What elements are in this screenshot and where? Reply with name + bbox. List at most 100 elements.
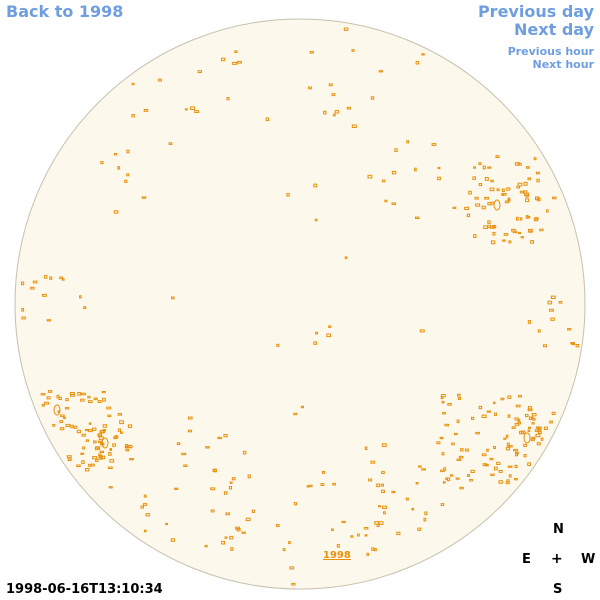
feature-speck	[527, 429, 531, 432]
feature-speck	[66, 455, 72, 459]
feature-speck	[496, 188, 500, 192]
feature-speck	[42, 293, 47, 297]
feature-speck	[351, 49, 355, 52]
feature-speck	[92, 456, 98, 460]
feature-speck	[291, 582, 296, 586]
feature-speck	[188, 416, 193, 420]
feature-speck	[487, 220, 491, 224]
feature-speck	[293, 412, 298, 416]
feature-speck	[112, 443, 116, 447]
feature-speck	[378, 70, 384, 73]
feature-speck	[459, 486, 464, 490]
feature-speck	[518, 394, 522, 398]
feature-speck	[457, 393, 461, 397]
feature-speck	[328, 83, 333, 87]
feature-speck	[513, 448, 518, 452]
feature-speck	[102, 397, 106, 402]
feature-speck	[536, 171, 540, 175]
feature-speck	[217, 436, 222, 440]
feature-speck	[523, 454, 527, 458]
feature-speck	[344, 256, 348, 260]
feature-speck	[464, 448, 469, 452]
feature-speck	[406, 140, 410, 144]
feature-speck	[187, 429, 193, 433]
feature-speck	[94, 446, 100, 451]
feature-speck	[547, 300, 553, 305]
feature-speck	[478, 162, 482, 165]
year-link[interactable]: 1998	[323, 550, 351, 561]
feature-speck	[502, 239, 506, 242]
feature-speck	[437, 176, 441, 181]
next-day-link[interactable]: Next day	[514, 20, 594, 39]
feature-speck	[229, 535, 234, 540]
feature-speck	[88, 400, 93, 404]
feature-speck	[481, 205, 486, 210]
feature-speck	[93, 397, 98, 401]
feature-speck	[194, 110, 200, 113]
feature-speck	[381, 489, 385, 494]
feature-speck	[341, 520, 346, 524]
feature-speck	[532, 418, 536, 421]
feature-speck	[95, 459, 99, 463]
feature-speck	[107, 414, 112, 418]
feature-speck	[478, 405, 483, 410]
previous-day-link[interactable]: Previous day	[477, 2, 594, 21]
feature-speck	[226, 97, 230, 101]
feature-speck	[47, 390, 53, 393]
feature-speck	[60, 414, 65, 418]
feature-speck	[391, 202, 397, 205]
feature-speck	[419, 329, 425, 333]
feature-speck	[506, 446, 511, 451]
feature-speck	[517, 231, 522, 235]
feature-speck	[531, 413, 537, 417]
feature-speck	[236, 528, 241, 532]
feature-speck	[300, 405, 304, 409]
feature-speck	[85, 439, 89, 442]
feature-speck	[525, 413, 529, 418]
feature-speck	[44, 401, 50, 405]
feature-speck	[49, 276, 53, 280]
feature-speck	[114, 435, 119, 439]
feature-speck	[458, 455, 464, 459]
feature-speck	[107, 466, 113, 470]
feature-speck	[85, 429, 89, 432]
feature-speck	[331, 93, 336, 97]
feature-speck	[525, 198, 530, 203]
feature-speck	[527, 408, 533, 412]
feature-speck	[519, 190, 525, 194]
feature-speck	[530, 438, 535, 442]
feature-speck	[69, 392, 75, 395]
feature-speck	[230, 547, 234, 551]
feature-speck	[415, 60, 420, 65]
feature-speck	[293, 502, 297, 506]
feature-speck	[30, 286, 35, 290]
feature-speck	[527, 462, 532, 466]
feature-speck	[93, 440, 97, 444]
feature-speck	[108, 486, 113, 489]
next-hour-link[interactable]: Next hour	[532, 58, 595, 71]
feature-speck	[315, 331, 319, 335]
feature-speck	[411, 507, 414, 511]
feature-speck	[63, 416, 66, 420]
feature-speck	[64, 407, 70, 410]
feature-speck	[228, 486, 232, 490]
feature-speck	[59, 427, 65, 431]
feature-speck	[374, 548, 377, 552]
feature-speck	[370, 96, 375, 100]
previous-hour-link[interactable]: Previous hour	[507, 45, 594, 58]
feature-speck	[141, 196, 147, 199]
feature-speck	[496, 461, 501, 465]
feature-speck	[508, 474, 512, 478]
feature-speck	[170, 538, 176, 542]
feature-speck	[494, 412, 497, 416]
feature-speck	[484, 177, 489, 181]
feature-speck	[168, 142, 173, 145]
feature-speck	[447, 477, 451, 482]
feature-speck	[40, 393, 46, 396]
back-to-year-link[interactable]: Back to 1998	[6, 2, 124, 21]
feature-speck	[224, 536, 228, 539]
feature-speck	[549, 308, 554, 312]
feature-speck	[455, 477, 460, 480]
feature-speck	[334, 110, 340, 114]
